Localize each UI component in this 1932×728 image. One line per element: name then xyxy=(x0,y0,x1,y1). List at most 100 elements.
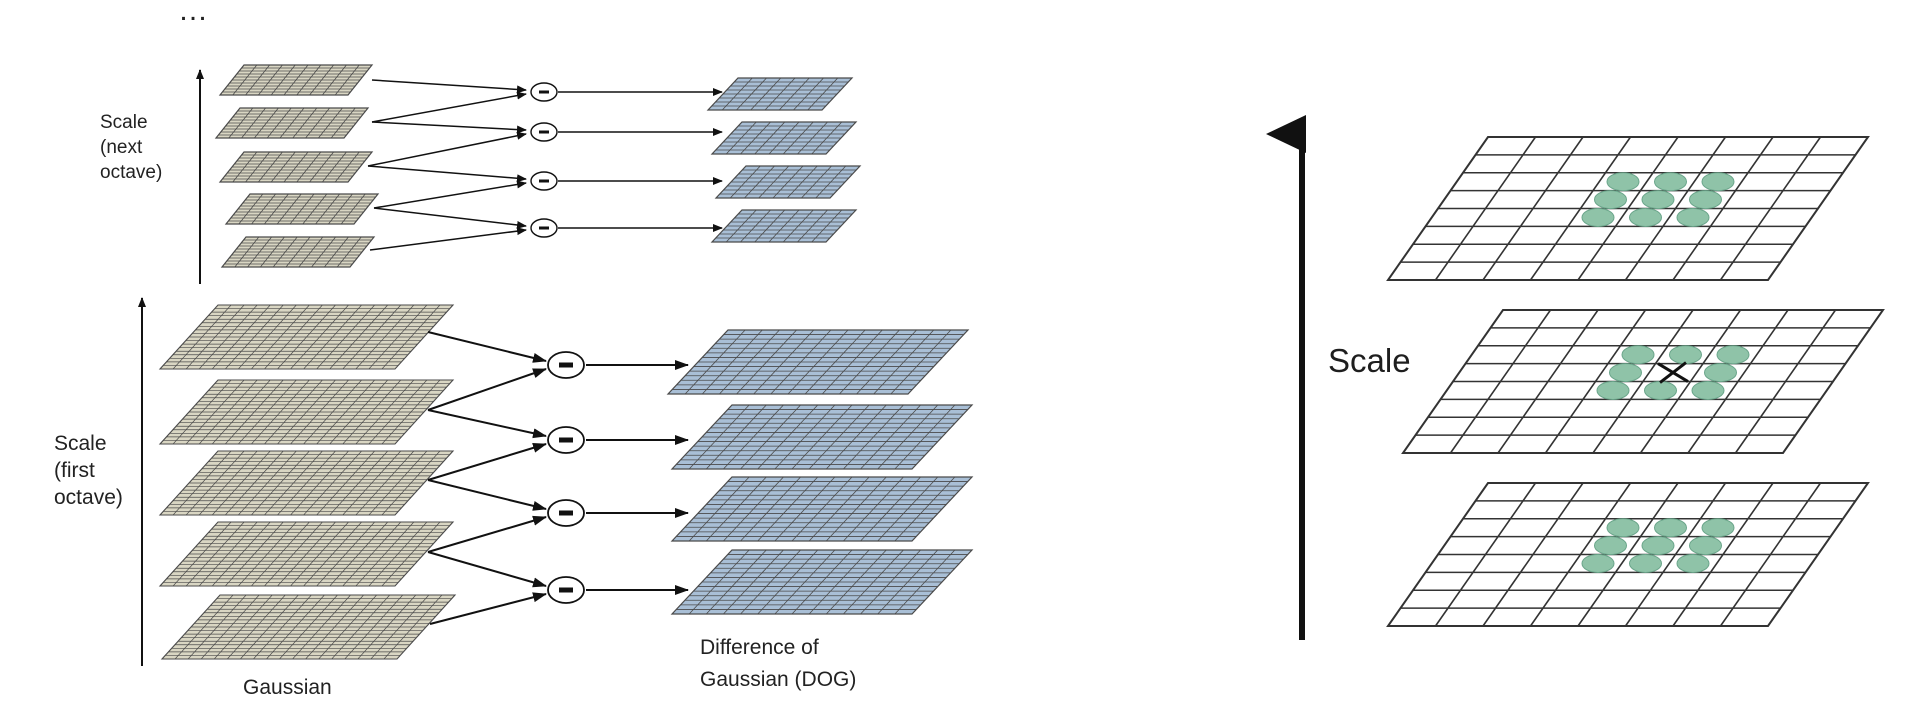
next-octave-group xyxy=(196,64,862,284)
input-arrow xyxy=(367,165,527,183)
input-arrow xyxy=(367,131,527,167)
extrema-detection-panel xyxy=(1266,115,1885,640)
gaussian-layer xyxy=(160,594,457,660)
input-arrow xyxy=(429,592,547,625)
gaussian-layer-small xyxy=(218,64,374,96)
grid-line xyxy=(811,209,843,243)
minus-icon xyxy=(559,437,573,443)
grid-line xyxy=(873,329,935,395)
grid-line xyxy=(793,77,824,111)
neighbor-dot xyxy=(1641,190,1675,210)
gaussian-label: Gaussian xyxy=(243,676,332,699)
scale-next-octave-label: Scale (next octave) xyxy=(100,112,163,183)
grid-line xyxy=(381,379,441,445)
neighbor-dot xyxy=(1654,518,1687,538)
grid-line xyxy=(786,165,818,199)
input-arrow xyxy=(427,409,547,439)
grid-line xyxy=(381,521,441,587)
subtract-operator xyxy=(547,426,585,454)
grid-line xyxy=(298,236,324,268)
grid-line xyxy=(890,329,952,395)
dog-layer-small xyxy=(710,121,858,155)
grid-line xyxy=(782,209,814,243)
grid-line xyxy=(1687,309,1789,454)
grid-line xyxy=(334,64,360,96)
input-arrow xyxy=(369,227,527,251)
subtract-operator xyxy=(547,576,585,604)
input-arrow xyxy=(371,79,527,94)
gaussian-layer xyxy=(158,450,455,516)
grid-line xyxy=(330,107,356,139)
grid-line xyxy=(815,165,847,199)
grid-line xyxy=(1624,136,1727,281)
grid-line xyxy=(305,107,330,139)
grid-line xyxy=(318,107,343,139)
gaussian-layer-small xyxy=(224,193,380,225)
neighbor-dot xyxy=(1701,518,1735,538)
neighbor-dot xyxy=(1691,380,1725,400)
subtract-operator xyxy=(547,351,585,379)
grid-line xyxy=(302,193,328,225)
neighbor-dot xyxy=(1701,172,1735,192)
grid-line xyxy=(368,450,428,516)
grid-line xyxy=(808,476,870,542)
grid-line xyxy=(839,329,900,395)
grid-line xyxy=(340,193,366,225)
grid-line xyxy=(894,549,956,615)
x-stroke xyxy=(1659,361,1687,384)
subtract-operator xyxy=(547,499,585,527)
gaussian-layer xyxy=(158,304,455,370)
input-arrow xyxy=(427,515,547,553)
grid-line xyxy=(877,404,939,470)
dog-layer-small xyxy=(710,209,858,243)
neighbor-dot xyxy=(1594,190,1627,210)
neighbor-dot xyxy=(1609,363,1642,383)
neighbor-dot xyxy=(1676,207,1710,227)
neighbor-dot xyxy=(1644,380,1677,400)
neighbor-dot xyxy=(1606,518,1640,538)
grid-line xyxy=(309,151,334,183)
grid-line xyxy=(877,549,939,615)
grid-line xyxy=(368,379,428,445)
grid-line xyxy=(315,193,340,225)
grid-line xyxy=(808,404,870,470)
grid-line xyxy=(797,121,828,155)
grid-line xyxy=(797,209,828,243)
neighbor-dot xyxy=(1606,172,1640,192)
grid-line xyxy=(778,77,810,111)
input-arrow xyxy=(371,121,527,134)
grid-line xyxy=(894,476,956,542)
grid-line xyxy=(368,521,428,587)
input-arrow xyxy=(371,91,527,123)
minus-icon xyxy=(559,510,573,516)
dog-layer-small xyxy=(714,165,862,199)
neighbor-dot xyxy=(1689,190,1722,210)
gaussian-layer-small xyxy=(218,151,374,183)
grid-line xyxy=(370,594,430,660)
subtract-operator xyxy=(530,218,558,238)
subtract-operator xyxy=(530,122,558,142)
neighbor-dot xyxy=(1704,363,1737,383)
neighbor-dot xyxy=(1654,172,1687,192)
neighbor-dot xyxy=(1629,207,1662,227)
input-arrow xyxy=(427,331,547,363)
grid-line xyxy=(322,64,347,96)
neighbor-dot xyxy=(1716,345,1750,365)
grid-line xyxy=(296,64,322,96)
neighbor-dot xyxy=(1596,380,1630,400)
grid-line xyxy=(821,329,883,395)
grid-line xyxy=(894,404,956,470)
grid-line xyxy=(1672,482,1774,627)
scale-label: Scale xyxy=(1328,342,1411,379)
input-arrow xyxy=(427,368,547,411)
grid-line xyxy=(856,329,917,395)
dog-layer xyxy=(670,404,974,470)
grid-line xyxy=(811,121,843,155)
grid-line xyxy=(311,236,336,268)
neighbor-dot xyxy=(1629,553,1662,573)
grid-line xyxy=(860,549,921,615)
dog-layer-small xyxy=(706,77,854,111)
neighbor-dot xyxy=(1676,553,1710,573)
grid-line xyxy=(383,594,443,660)
grid-line xyxy=(1639,309,1742,454)
